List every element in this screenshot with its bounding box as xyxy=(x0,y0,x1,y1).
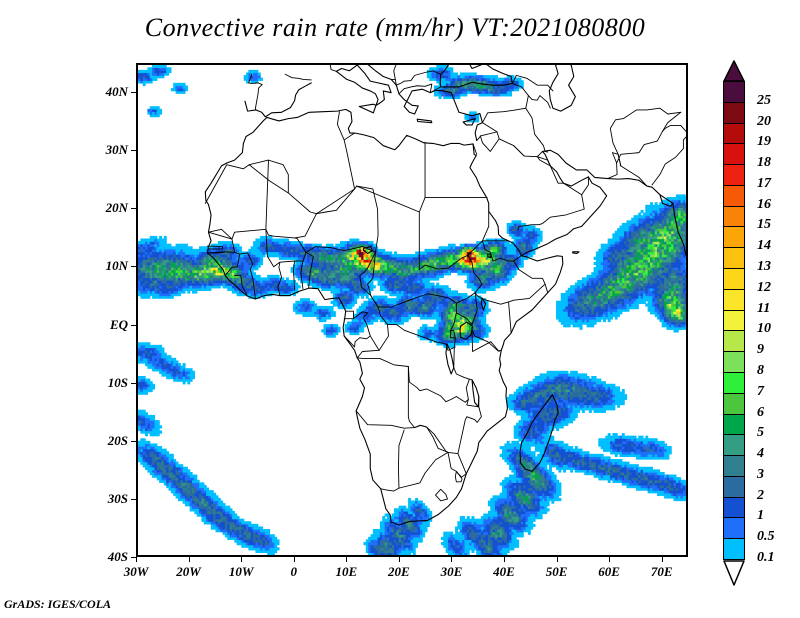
lon-tick-label: 10E xyxy=(335,564,358,579)
lon-tick-label: 60E xyxy=(598,564,620,579)
colorbar-cell xyxy=(723,268,745,290)
lon-tick-label: 10W xyxy=(228,564,254,579)
lat-tick-label: 40S xyxy=(107,549,128,564)
colorbar-tick-label: 0.5 xyxy=(757,529,775,545)
lon-tick-mark xyxy=(346,557,348,562)
colorbar-cell xyxy=(723,434,745,457)
lat-tick-mark xyxy=(131,498,136,500)
colorbar-tick-label: 16 xyxy=(757,196,771,212)
lat-tick-label: 20N xyxy=(105,200,128,216)
lon-tick-mark xyxy=(293,557,295,562)
lon-tick-label: 0 xyxy=(290,564,297,579)
lat-tick-label: 30S xyxy=(107,490,128,506)
lat-tick-label: 10N xyxy=(105,258,128,274)
colorbar-cell xyxy=(723,143,745,166)
colorbar-tick-label: 10 xyxy=(757,321,771,337)
colorbar-cell xyxy=(723,184,745,207)
colorbar-cell xyxy=(723,517,745,540)
lat-tick-label: 10S xyxy=(107,374,128,390)
colorbar-tick-label: 1 xyxy=(757,508,764,524)
lat-tick-mark xyxy=(131,440,136,442)
colorbar-cell xyxy=(723,496,745,519)
lon-tick-label: 30E xyxy=(440,564,463,579)
colorbar-under-arrow-icon xyxy=(723,560,745,586)
colorbar-tick-label: 0.1 xyxy=(757,550,775,565)
rain-rate-field xyxy=(138,65,686,555)
lat-tick-mark xyxy=(131,382,136,384)
colorbar-cell xyxy=(723,330,745,353)
colorbar-tick-label: 15 xyxy=(757,217,771,233)
lat-tick-mark xyxy=(131,266,136,268)
colorbar-tick-label: 20 xyxy=(757,113,771,129)
lat-tick-label: 30N xyxy=(105,142,128,158)
lon-tick-mark xyxy=(451,557,453,562)
lat-tick-label: 20S xyxy=(107,432,128,448)
page-title: Convective rain rate (mm/hr) VT:20210808… xyxy=(144,13,646,42)
colorbar-cell xyxy=(723,288,745,311)
lon-tick-label: 50E xyxy=(545,564,568,579)
colorbar-cell xyxy=(723,122,745,145)
colorbar-cell xyxy=(723,538,745,560)
lon-tick-mark xyxy=(241,557,243,562)
map-plot-area xyxy=(136,63,688,557)
colorbar-cell xyxy=(723,164,745,186)
colorbar-tick-label: 11 xyxy=(757,300,771,316)
map-coastlines-and-borders xyxy=(204,65,686,526)
colorbar-tick-label: 5 xyxy=(757,425,764,441)
lon-tick-mark xyxy=(556,557,558,562)
colorbar-tick-label: 3 xyxy=(757,466,764,482)
colorbar-tick-label: 12 xyxy=(757,279,771,295)
colorbar-over-arrow-icon xyxy=(723,60,745,82)
lon-tick-mark xyxy=(609,557,611,562)
lon-tick-mark xyxy=(398,557,400,562)
colorbar-tick-label: 8 xyxy=(757,362,764,378)
colorbar-tick-label: 17 xyxy=(757,175,771,191)
colorbar-tick-label: 19 xyxy=(757,134,771,150)
colorbar-tick-label: 25 xyxy=(757,92,771,108)
colorbar-cell xyxy=(723,455,745,477)
lon-tick-label: 20E xyxy=(388,564,410,579)
lon-tick-mark xyxy=(136,557,137,562)
colorbar-tick-label: 13 xyxy=(757,259,771,275)
colorbar-tick-label: 4 xyxy=(757,446,764,462)
colorbar-tick-label: 2 xyxy=(757,487,764,503)
colorbar-gradient: 0.1 0.5 1 2 3 4 5 6 7 8 9 10 11 12 13 14 15 16 17 18 19 20 25 xyxy=(723,81,775,565)
colorbar-cell xyxy=(723,413,745,436)
colorbar-cell xyxy=(723,392,745,415)
colorbar-tick-label: 9 xyxy=(757,342,764,358)
lat-tick-mark xyxy=(131,150,136,152)
map-canvas xyxy=(138,65,686,555)
colorbar-cell xyxy=(723,475,745,498)
colorbar-cell xyxy=(723,351,745,373)
colorbar: 0.1 0.5 1 2 3 4 5 6 7 8 9 10 11 12 13 14 15 16 17 18 19 20 25 xyxy=(715,60,800,586)
lon-tick-label: 20W xyxy=(176,564,201,579)
colorbar-cell xyxy=(723,371,745,394)
lon-tick-label: 30W xyxy=(123,564,149,579)
colorbar-cell xyxy=(723,101,745,124)
lat-tick-mark xyxy=(131,324,136,326)
lat-tick-mark xyxy=(131,208,136,210)
colorbar-tick-label: 7 xyxy=(757,383,764,399)
lon-tick-label: 70E xyxy=(650,564,673,579)
colorbar-cell xyxy=(723,226,745,249)
colorbar-cell xyxy=(723,247,745,270)
lat-tick-label: 40N xyxy=(105,84,128,100)
lat-tick-mark xyxy=(131,92,136,94)
colorbar-tick-label: 6 xyxy=(757,404,764,420)
lat-tick-mark xyxy=(131,557,136,558)
lon-tick-mark xyxy=(504,557,505,562)
lon-tick-label: 40E xyxy=(493,564,515,579)
lat-tick-label: EQ xyxy=(109,316,128,332)
lon-tick-mark xyxy=(188,557,190,562)
lon-tick-mark xyxy=(661,557,663,562)
colorbar-tick-label: 18 xyxy=(757,155,771,171)
colorbar-cell xyxy=(723,309,745,332)
colorbar-cell xyxy=(723,81,745,103)
colorbar-cell xyxy=(723,205,745,228)
colorbar-tick-label: 14 xyxy=(757,238,771,254)
footer-credit: GrADS: IGES/COLA xyxy=(4,597,112,611)
